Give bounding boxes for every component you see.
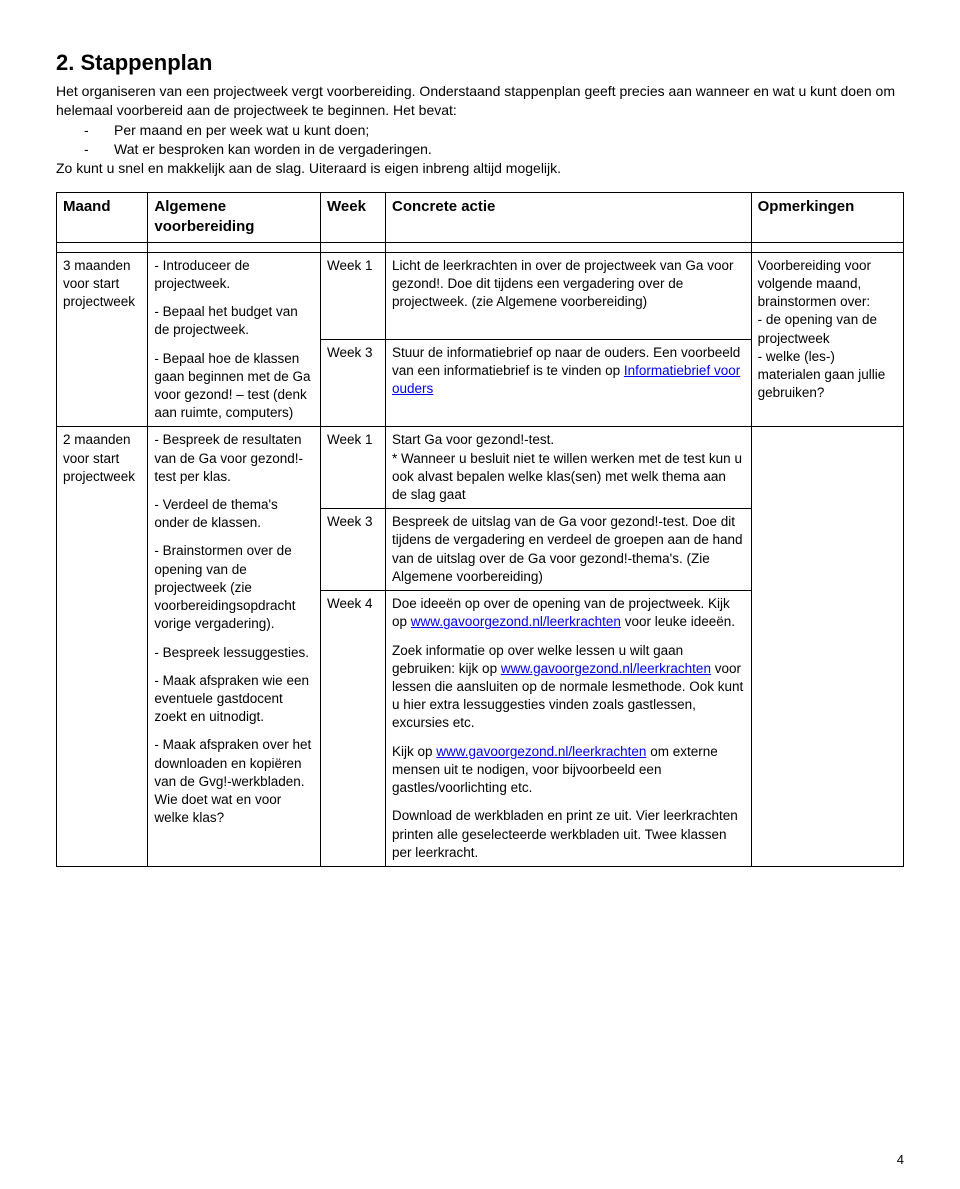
cell-week: Week 3	[321, 509, 386, 591]
alg-item: - Verdeel de thema's onder de klassen.	[154, 496, 314, 532]
cell-opmerkingen: Voorbereiding voor volgende maand, brain…	[751, 252, 903, 427]
alg-item: - Bespreek lessuggesties.	[154, 644, 314, 662]
gavoorgezond-link[interactable]: www.gavoorgezond.nl/leerkrachten	[411, 614, 621, 629]
th-maand: Maand	[57, 193, 148, 243]
table-header-row: Maand Algemene voorbereiding Week Concre…	[57, 193, 904, 243]
actie-text: Kijk op	[392, 744, 436, 759]
alg-item: - Brainstormen over de opening van de pr…	[154, 542, 314, 633]
th-opmerkingen: Opmerkingen	[751, 193, 903, 243]
cell-maand: 3 maanden voor start projectweek	[57, 252, 148, 427]
cell-actie: Doe ideeën op over de opening van de pro…	[386, 591, 752, 867]
cell-week: Week 3	[321, 340, 386, 427]
table-row: 3 maanden voor start projectweek - Intro…	[57, 252, 904, 339]
page-title: 2. Stappenplan	[56, 48, 904, 78]
cell-algemene: - Bespreek de resultaten van de Ga voor …	[148, 427, 321, 867]
intro-bullet-1: Per maand en per week wat u kunt doen;	[84, 121, 904, 140]
th-actie: Concrete actie	[386, 193, 752, 243]
actie-text: voor leuke ideeën.	[625, 614, 735, 629]
cell-actie: Start Ga voor gezond!-test. * Wanneer u …	[386, 427, 752, 509]
alg-item: - Bepaal het budget van de projectweek.	[154, 303, 314, 339]
gavoorgezond-link[interactable]: www.gavoorgezond.nl/leerkrachten	[501, 661, 711, 676]
cell-opmerkingen	[751, 427, 903, 867]
cell-actie: Licht de leerkrachten in over de project…	[386, 252, 752, 339]
alg-item: - Maak afspraken over het downloaden en …	[154, 736, 314, 827]
cell-algemene: - Introduceer de projectweek. - Bepaal h…	[148, 252, 321, 427]
spacer-row	[57, 242, 904, 252]
intro-text-2: Zo kunt u snel en makkelijk aan de slag.…	[56, 159, 904, 178]
gavoorgezond-link[interactable]: www.gavoorgezond.nl/leerkrachten	[436, 744, 646, 759]
alg-item: - Maak afspraken wie een eventuele gastd…	[154, 672, 314, 727]
th-algemene: Algemene voorbereiding	[148, 193, 321, 243]
stappenplan-table: Maand Algemene voorbereiding Week Concre…	[56, 192, 904, 867]
cell-week: Week 4	[321, 591, 386, 867]
alg-item: - Introduceer de projectweek.	[154, 257, 314, 293]
intro-bullet-2: Wat er besproken kan worden in de vergad…	[84, 140, 904, 159]
intro-block: Het organiseren van een projectweek verg…	[56, 82, 904, 178]
cell-actie: Stuur de informatiebrief op naar de oude…	[386, 340, 752, 427]
alg-item: - Bepaal hoe de klassen gaan beginnen me…	[154, 350, 314, 423]
page-number: 4	[897, 1151, 904, 1169]
actie-text: Download de werkbladen en print ze uit. …	[392, 807, 745, 862]
alg-item: - Bespreek de resultaten van de Ga voor …	[154, 431, 314, 486]
cell-maand: 2 maanden voor start projectweek	[57, 427, 148, 867]
cell-actie: Bespreek de uitslag van de Ga voor gezon…	[386, 509, 752, 591]
cell-week: Week 1	[321, 427, 386, 509]
intro-text-1: Het organiseren van een projectweek verg…	[56, 82, 904, 120]
cell-week: Week 1	[321, 252, 386, 339]
th-week: Week	[321, 193, 386, 243]
table-row: 2 maanden voor start projectweek - Bespr…	[57, 427, 904, 509]
